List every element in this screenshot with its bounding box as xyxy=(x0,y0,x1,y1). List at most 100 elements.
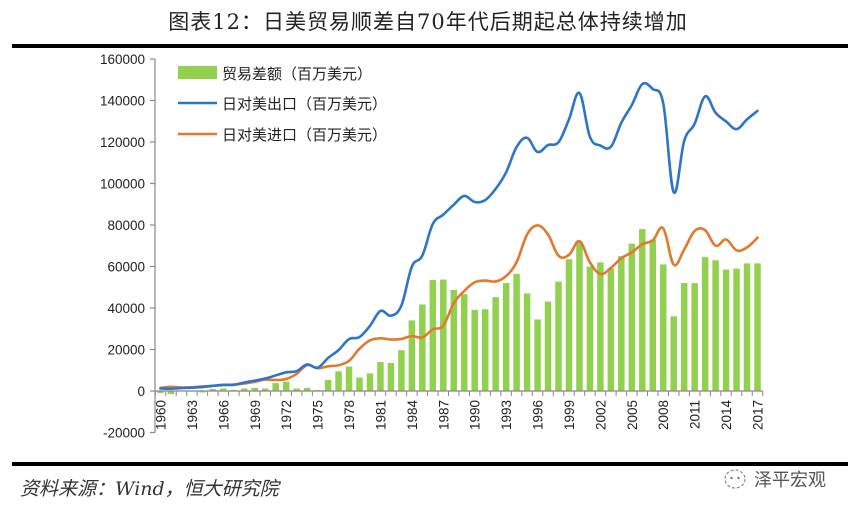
bar-1987 xyxy=(440,279,447,391)
bar-1999 xyxy=(565,259,573,391)
x-tick-label: 1999 xyxy=(562,400,577,430)
x-tick-label: 1963 xyxy=(185,400,200,430)
bar-1986 xyxy=(429,279,437,391)
bar-1979 xyxy=(356,377,363,391)
y-tick-label: 40000 xyxy=(107,301,145,316)
y-tick-label: 60000 xyxy=(107,260,145,275)
bar-1998 xyxy=(555,281,562,391)
bar-1961 xyxy=(167,391,175,395)
bar-1997 xyxy=(544,301,552,391)
bar-1980 xyxy=(366,373,374,391)
legend-label-trade-balance: 贸易差额（百万美元） xyxy=(222,65,372,83)
y-tick-label: 140000 xyxy=(100,94,145,109)
y-tick-label: 80000 xyxy=(107,218,145,233)
bar-1996 xyxy=(534,319,541,391)
bar-2009 xyxy=(670,316,677,391)
x-tick-label: 1966 xyxy=(216,400,231,430)
bar-2015 xyxy=(733,268,740,391)
bar-1973 xyxy=(293,388,300,391)
wechat-icon xyxy=(724,469,746,489)
bar-1991 xyxy=(481,309,489,391)
chart: -20000 0 20000 40000 60000 80000 100000 120000 1… xyxy=(100,52,766,441)
bar-1978 xyxy=(345,366,353,391)
bar-1989 xyxy=(460,294,468,391)
bar-1981 xyxy=(377,361,384,391)
bar-2013 xyxy=(712,260,719,391)
bar-1983 xyxy=(398,350,405,391)
bar-2000 xyxy=(576,241,583,391)
chart-title: 图表12：日美贸易顺差自70年代后期起总体持续增加 xyxy=(168,10,688,34)
bar-2010 xyxy=(680,283,688,391)
bottom-rule xyxy=(12,462,848,466)
y-tick-label: 0 xyxy=(137,384,145,399)
x-tick-label: 2011 xyxy=(688,400,703,429)
bar-2005 xyxy=(628,243,636,391)
bar-2017 xyxy=(754,263,761,391)
bar-1971 xyxy=(272,383,279,391)
bar-1990 xyxy=(471,309,478,391)
bar-1995 xyxy=(523,293,531,391)
bar-1965 xyxy=(209,388,217,391)
bar-1992 xyxy=(492,297,499,391)
x-axis: 1960 1963 1966 1969 1972 1975 1978 1981 1984 1987… xyxy=(154,390,766,431)
x-tick-label: 1993 xyxy=(499,400,514,430)
watermark: 泽平宏观 xyxy=(722,466,826,492)
bar-2001 xyxy=(586,266,594,391)
bar-1985 xyxy=(419,304,426,391)
x-tick-label: 1984 xyxy=(405,400,420,431)
y-tick-label: -20000 xyxy=(103,426,145,441)
legend: 贸易差额（百万美元） 日对美出口（百万美元） 日对美进口（百万美元） xyxy=(178,65,387,144)
bar-1960 xyxy=(157,391,164,394)
x-tick-label: 2008 xyxy=(656,400,671,430)
x-tick-label: 1996 xyxy=(531,400,546,430)
legend-swatch-trade-balance xyxy=(178,66,217,79)
bar-series xyxy=(157,229,761,395)
x-tick-label: 1990 xyxy=(468,400,483,430)
y-tick-label: 120000 xyxy=(100,135,145,150)
export-line xyxy=(159,81,759,391)
bar-2003 xyxy=(607,268,615,391)
y-tick-label: 20000 xyxy=(107,343,145,358)
x-tick-label: 1987 xyxy=(436,400,451,430)
x-tick-label: 1981 xyxy=(373,400,388,430)
x-tick-label: 2014 xyxy=(719,400,734,431)
bar-1988 xyxy=(450,289,458,391)
x-tick-label: 1978 xyxy=(342,400,357,430)
bar-1970 xyxy=(261,388,269,391)
bar-2012 xyxy=(701,257,709,391)
bar-1964 xyxy=(199,391,206,393)
bar-1974 xyxy=(303,387,311,391)
source-note: 资料来源：Wind，恒大研究院 xyxy=(20,478,279,500)
bar-1966 xyxy=(220,388,227,391)
bar-2007 xyxy=(649,239,657,391)
bar-2011 xyxy=(691,283,698,391)
bar-2006 xyxy=(639,229,646,391)
bar-1982 xyxy=(387,362,395,391)
x-tick-label: 2017 xyxy=(751,400,766,430)
bar-1972 xyxy=(282,381,290,391)
x-tick-label: 2005 xyxy=(625,400,640,430)
bar-1969 xyxy=(251,387,259,391)
x-tick-label: 1969 xyxy=(248,400,263,430)
bar-2002 xyxy=(597,262,604,391)
bar-2016 xyxy=(743,263,751,391)
bar-1976 xyxy=(324,380,332,391)
bar-1993 xyxy=(502,283,510,391)
legend-label-export: 日对美出口（百万美元） xyxy=(222,95,387,113)
x-tick-label: 2002 xyxy=(593,400,608,430)
y-tick-label: 100000 xyxy=(100,177,145,192)
line-series xyxy=(159,81,759,391)
top-rule xyxy=(12,44,848,48)
watermark-text: 泽平宏观 xyxy=(754,470,826,491)
x-tick-label: 1975 xyxy=(311,400,326,430)
legend-label-import: 日对美进口（百万美元） xyxy=(222,126,387,144)
x-tick-label: 1972 xyxy=(279,400,294,430)
bar-1977 xyxy=(335,371,342,391)
y-tick-label: 160000 xyxy=(100,52,145,67)
x-tick-label: 1960 xyxy=(154,400,169,430)
import-line xyxy=(159,224,759,390)
bar-1984 xyxy=(408,320,416,391)
bar-2008 xyxy=(659,264,667,391)
y-axis: -20000 0 20000 40000 60000 80000 100000 120000 1… xyxy=(100,52,156,441)
bar-2014 xyxy=(722,269,730,391)
